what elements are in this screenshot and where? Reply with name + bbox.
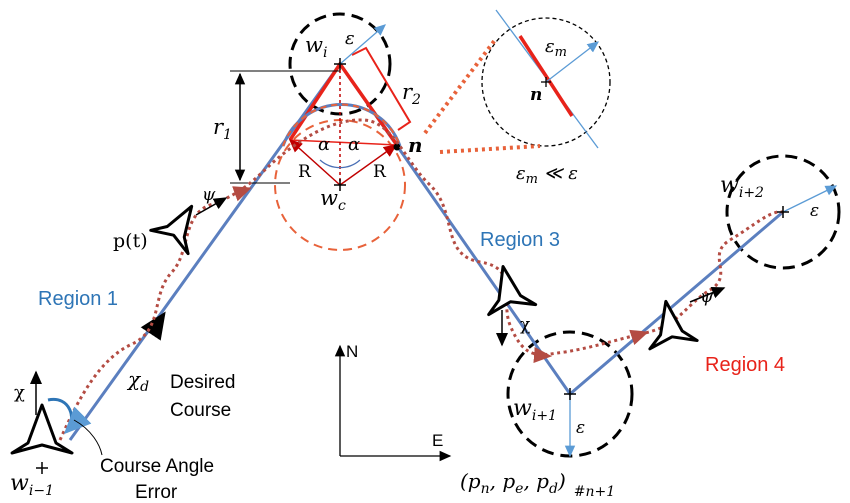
r2-bracket [351, 46, 412, 131]
aircraft-icon-left [149, 204, 194, 256]
compass-axes [334, 344, 452, 462]
label-eps-ip2: ε [810, 201, 819, 221]
label-coordinates: (pn, pe, pd) #n+1 [460, 469, 615, 500]
label-region-3: Region 3 [480, 229, 560, 251]
label-alpha-left: α [318, 134, 330, 155]
aircraft-icon-right [648, 299, 699, 351]
label-course: Course [170, 400, 231, 421]
label-chi-mid: χ [520, 315, 530, 335]
aircraft-icon-mid [487, 265, 538, 317]
eps-arrow-w-i [339, 24, 386, 65]
label-p-t: p(t) [113, 230, 148, 252]
label-axis-e: E [432, 431, 443, 450]
label-n-bold: n [408, 133, 423, 157]
circle-inset [481, 17, 611, 147]
label-w-i: wi [305, 33, 327, 61]
label-w-ip1: wi+1 [513, 396, 557, 424]
label-axis-n: N [346, 342, 358, 361]
label-psi-right: ψ [700, 287, 714, 307]
label-eps-relation: εm ≪ ε [516, 163, 578, 187]
actual-flight-path [58, 118, 784, 441]
course-angle-error-arc [47, 397, 92, 435]
flight-arrow-mid [533, 347, 552, 363]
flight-arrow-right [629, 329, 649, 346]
label-eps-top: ε [345, 28, 355, 49]
label-w-ip2: wi+2 [720, 173, 764, 201]
r1-dimension [230, 70, 340, 184]
label-w-im1: wi−1 [10, 471, 54, 499]
circle-w-ip2 [725, 154, 841, 270]
label-w-c: wc [320, 186, 346, 214]
label-eps-m: εm [545, 36, 567, 60]
course-angle-leader [73, 419, 103, 456]
label-desired: Desired [170, 372, 235, 393]
label-n-inset: n [530, 85, 542, 105]
label-region-4: Region 4 [705, 354, 785, 376]
label-chi-left: χ [14, 382, 25, 403]
fillet-geometry [281, 60, 402, 186]
label-course-angle: Course Angle [100, 456, 214, 477]
label-region-1: Region 1 [38, 288, 118, 310]
waypoint-marks [36, 58, 789, 474]
eps-arrow-w-ip2 [782, 185, 838, 213]
label-r1: r1 [213, 115, 232, 143]
label-R-right: R [373, 162, 387, 182]
inset-zoom [423, 9, 600, 154]
flight-arrow-left [232, 186, 252, 202]
label-R-left: R [298, 162, 312, 182]
label-alpha-right: α [348, 134, 360, 155]
label-eps-ip1: ε [576, 418, 585, 438]
label-psi-left: ψ [202, 185, 216, 205]
desired-path [68, 61, 784, 441]
path-direction-arrow [140, 311, 166, 341]
label-error: Error [135, 482, 178, 503]
label-chi-d: χd [126, 367, 149, 395]
label-r2: r2 [402, 80, 421, 108]
aircraft-icon-start [10, 403, 74, 455]
